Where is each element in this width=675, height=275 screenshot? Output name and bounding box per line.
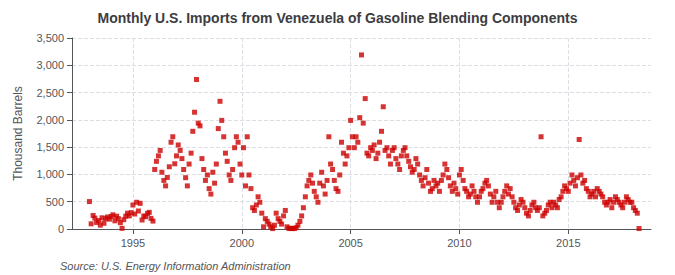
svg-text:500: 500: [46, 196, 64, 208]
svg-text:1995: 1995: [121, 237, 145, 249]
svg-text:Source: U.S. Energy Informatio: Source: U.S. Energy Information Administ…: [60, 260, 291, 272]
svg-text:3,000: 3,000: [36, 59, 64, 71]
svg-text:2,000: 2,000: [36, 114, 64, 126]
svg-text:3,500: 3,500: [36, 32, 64, 44]
svg-text:2010: 2010: [447, 237, 471, 249]
svg-text:2015: 2015: [556, 237, 580, 249]
svg-text:Thousand Barrels: Thousand Barrels: [11, 86, 25, 181]
svg-text:1,000: 1,000: [36, 168, 64, 180]
svg-text:Monthly U.S. Imports from Vene: Monthly U.S. Imports from Venezuela of G…: [98, 10, 578, 26]
svg-text:2,500: 2,500: [36, 87, 64, 99]
svg-text:2005: 2005: [338, 237, 362, 249]
svg-text:1,500: 1,500: [36, 141, 64, 153]
svg-text:2000: 2000: [230, 237, 254, 249]
svg-text:0: 0: [58, 223, 64, 235]
